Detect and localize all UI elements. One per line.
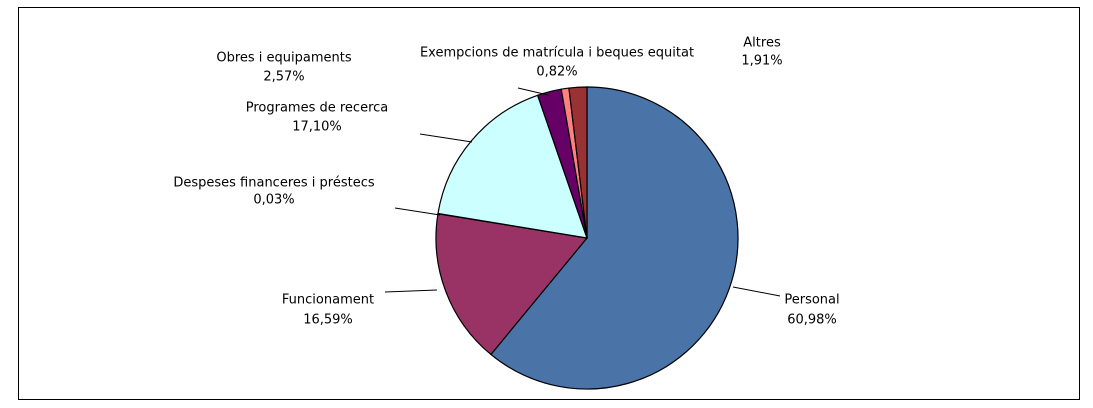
leader-line [419,133,473,143]
pie-slice [435,213,589,356]
slice-value-label: 1,91% [741,54,782,69]
slice-label: Programes de recerca [246,101,389,116]
slice-value-label: 2,57% [263,70,304,85]
slice-label: Obres i equipaments [216,51,352,66]
slice-label: Funcionament [282,293,374,308]
slice-label: Altres [743,36,781,51]
pie-slice [490,86,739,390]
leader-line [394,207,441,216]
pie-slice [568,86,588,239]
leader-line [732,286,781,297]
slice-value-label: 0,82% [536,65,577,80]
slice-value-label: 60,98% [787,313,837,328]
leader-line [517,87,549,96]
slice-value-label: 16,59% [303,313,353,328]
slice-value-label: 17,10% [292,120,342,135]
slice-value-label: 0,03% [253,193,294,208]
slice-label: Despeses financeres i préstecs [173,176,375,191]
leader-line [384,289,438,293]
slice-label: Exempcions de matrícula i beques equitat [420,46,694,61]
slice-label: Personal [784,293,839,308]
